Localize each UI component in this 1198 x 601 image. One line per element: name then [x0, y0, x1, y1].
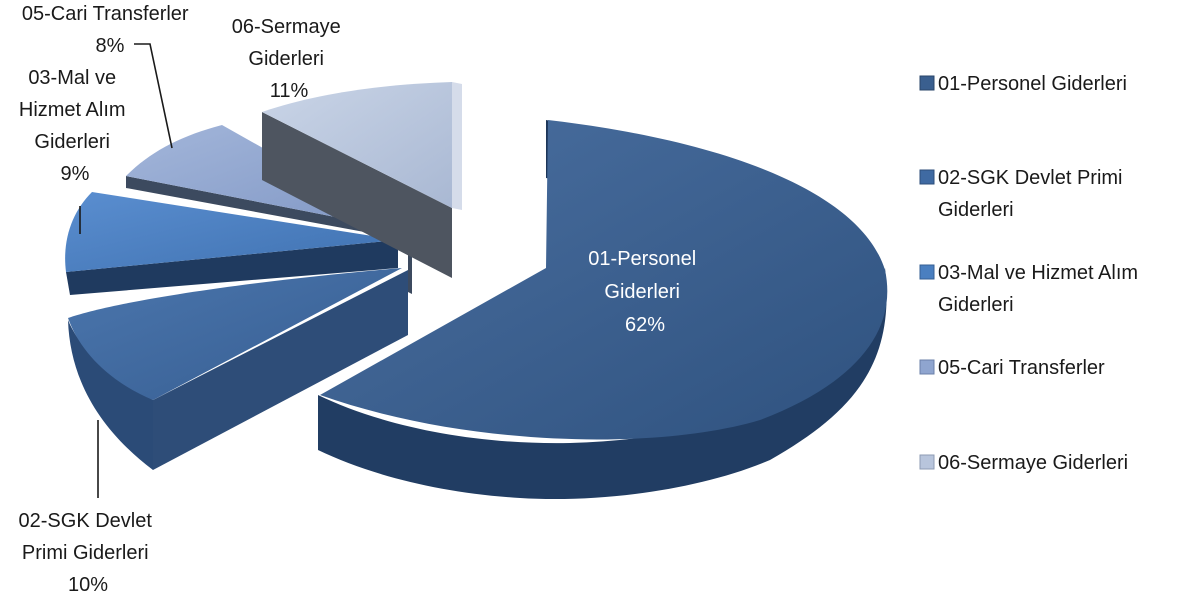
- leader-lines: [79, 43, 173, 498]
- data-label-01: 01-Personel Giderleri 62%: [588, 248, 701, 336]
- legend-label-03-line-1: 03-Mal ve Hizmet Alım: [938, 262, 1138, 284]
- data-label-06-line-3: 11%: [270, 80, 309, 102]
- pie-slice-02-sgk: [68, 268, 408, 470]
- legend-label-02-line-2: Giderleri: [938, 199, 1014, 221]
- legend-label-03-line-2: Giderleri: [938, 294, 1014, 316]
- legend-label-01-line-1: 01-Personel Giderleri: [938, 73, 1127, 95]
- legend-swatch-05: [919, 359, 935, 375]
- data-label-05: 05-Cari Transferler 8%: [22, 3, 194, 57]
- pie-slice-01-personel: [318, 120, 888, 500]
- slice-02-top: [68, 268, 402, 400]
- data-label-03-line-2: Hizmet Alım: [19, 99, 126, 121]
- legend-label-02-line-1: 02-SGK Devlet Primi: [938, 167, 1123, 189]
- data-label-03-line-4: 9%: [61, 163, 90, 185]
- data-label-01-line-1: 01-Personel: [588, 248, 696, 270]
- slice-06-edge: [452, 82, 462, 210]
- data-label-02-line-1: 02-SGK Devlet: [19, 510, 153, 532]
- slice-05-side: [126, 176, 412, 294]
- legend-swatch-03: [919, 264, 935, 280]
- legend: 01-Personel Giderleri 02-SGK Devlet Prim…: [919, 73, 1144, 474]
- pie-slice-06-sermaye: [262, 82, 462, 278]
- legend-swatch-02: [919, 169, 935, 185]
- data-label-02-line-2: Primi Giderleri: [22, 542, 149, 564]
- legend-swatch-01: [919, 75, 935, 91]
- data-label-05-line-1: 05-Cari Transferler: [22, 3, 189, 25]
- slice-03-side: [66, 240, 398, 295]
- slice-06-top: [262, 82, 452, 208]
- data-label-06: 06-Sermaye Giderleri 11%: [232, 16, 347, 102]
- leader-line-05: [134, 43, 173, 149]
- data-label-01-line-2: Giderleri: [604, 281, 680, 303]
- data-label-02-line-3: 10%: [68, 574, 108, 596]
- data-label-06-line-1: 06-Sermaye: [232, 16, 341, 38]
- data-label-03-line-3: Giderleri: [34, 131, 110, 153]
- legend-item-06: 06-Sermaye Giderleri: [919, 452, 1128, 474]
- slice-03-top: [65, 192, 398, 272]
- data-label-05-line-2: 8%: [96, 35, 125, 57]
- data-label-02: 02-SGK Devlet Primi Giderleri 10%: [19, 510, 158, 596]
- pie-slice-03-mal-hizmet: [65, 192, 398, 295]
- legend-swatch-06: [919, 454, 935, 470]
- legend-label-01: 01-Personel Giderleri: [938, 73, 1127, 95]
- data-label-01-line-3: 62%: [625, 314, 665, 336]
- legend-item-02: 02-SGK Devlet Primi Giderleri: [919, 167, 1128, 221]
- legend-item-05: 05-Cari Transferler: [919, 357, 1105, 379]
- slice-01-side-outer: [318, 268, 887, 500]
- legend-item-03: 03-Mal ve Hizmet Alım Giderleri: [919, 262, 1144, 316]
- slice-02-side-left: [68, 320, 153, 470]
- slice-02-side-right: [153, 270, 408, 470]
- data-label-03: 03-Mal ve Hizmet Alım Giderleri 9%: [19, 67, 131, 185]
- legend-label-06: 06-Sermaye Giderleri: [938, 452, 1128, 474]
- slice-06-side: [262, 112, 452, 278]
- legend-label-02: 02-SGK Devlet Primi Giderleri: [938, 167, 1128, 221]
- data-label-03-line-1: 03-Mal ve: [28, 67, 116, 89]
- legend-label-05-line-1: 05-Cari Transferler: [938, 357, 1105, 379]
- legend-label-03: 03-Mal ve Hizmet Alım Giderleri: [938, 262, 1144, 316]
- legend-label-05: 05-Cari Transferler: [938, 357, 1105, 379]
- data-label-06-line-2: Giderleri: [248, 48, 324, 70]
- slice-01-top: [320, 120, 888, 440]
- legend-label-06-line-1: 06-Sermaye Giderleri: [938, 452, 1128, 474]
- legend-item-01: 01-Personel Giderleri: [919, 73, 1127, 95]
